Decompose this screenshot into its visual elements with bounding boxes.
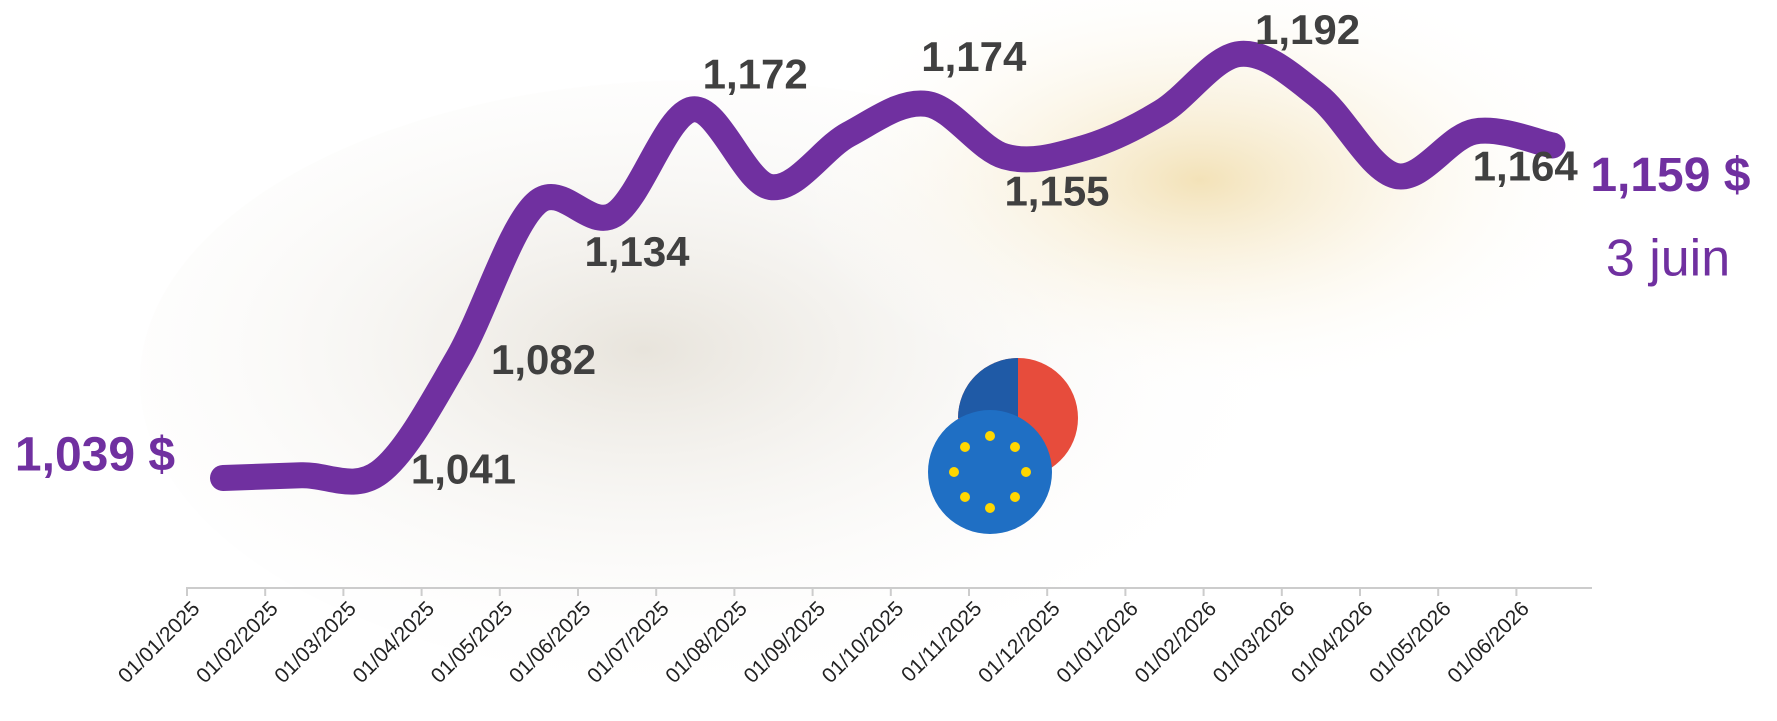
x-tick-label: 01/01/2025 (114, 597, 205, 688)
data-label: 1,039 $ (15, 429, 175, 482)
data-label: 1,082 (491, 336, 596, 383)
x-tick-label: 01/01/2026 (1052, 597, 1143, 688)
line (210, 40, 1566, 495)
x-tick-label: 01/03/2025 (270, 597, 361, 688)
data-label: 1,041 (411, 446, 516, 493)
x-tick-label: 01/02/2025 (192, 597, 283, 688)
x-tick-label: 01/06/2026 (1443, 597, 1534, 688)
data-label: 1,172 (703, 51, 808, 98)
data-label: 1,159 $ (1590, 149, 1750, 202)
annotation: 3 juin (1606, 230, 1730, 288)
x-tick-label: 01/03/2026 (1209, 597, 1300, 688)
x-tick-label: 01/04/2026 (1287, 597, 1378, 688)
x-tick-label: 01/05/2026 (1365, 597, 1456, 688)
data-label: 1,192 (1255, 6, 1360, 53)
data-label: 1,174 (921, 33, 1027, 80)
data-label: 1,164 (1473, 143, 1579, 190)
data-label: 1,155 (1004, 168, 1109, 215)
data-label: 1,134 (584, 228, 690, 275)
flags (928, 358, 1078, 534)
x-tick-label: 01/02/2026 (1130, 597, 1221, 688)
